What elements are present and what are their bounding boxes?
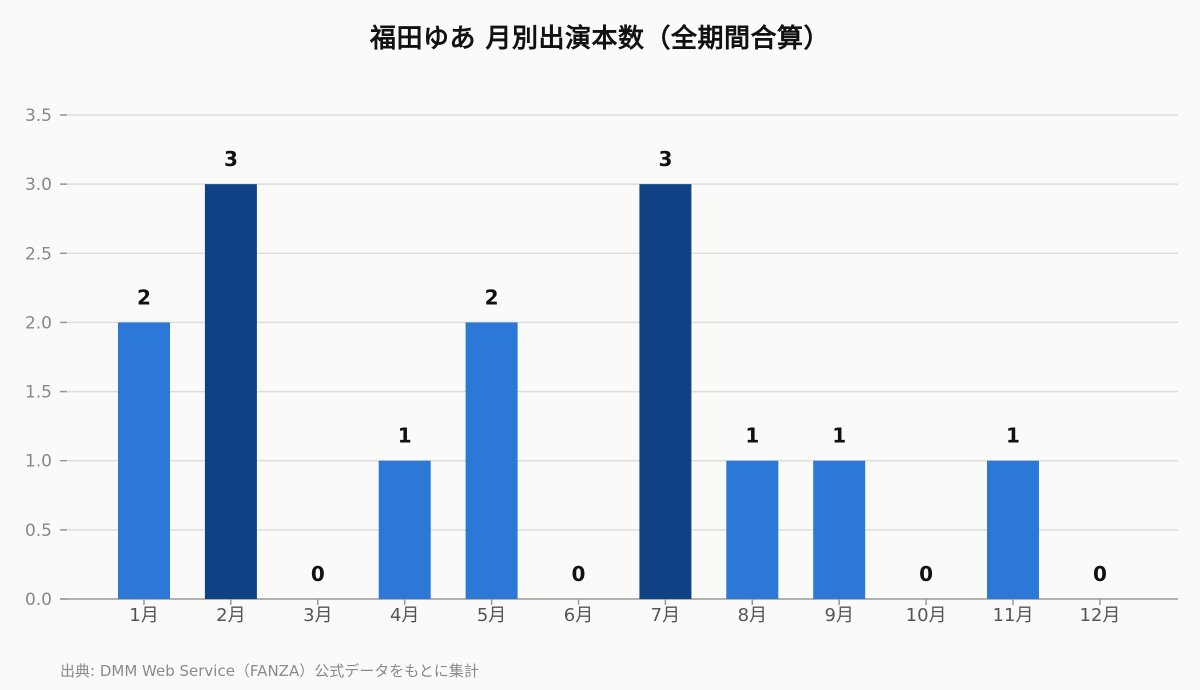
y-tick-label: 2.5	[25, 244, 52, 264]
source-note: 出典: DMM Web Service（FANZA）公式データをもとに集計	[60, 662, 479, 680]
y-axis-ticks: 0.0 0.5 1.0 1.5 2.0 2.5 3.0 3.5	[25, 106, 67, 610]
x-axis-ticks: 1月 2月 3月 4月 5月 6月 7月 8月 9月 10月 11月 12月	[129, 599, 1120, 626]
data-label: 1	[745, 424, 759, 448]
x-tick-label: 5月	[477, 605, 506, 626]
x-tick-label: 12月	[1079, 605, 1120, 626]
y-tick-label: 0.5	[25, 521, 52, 541]
bar	[204, 184, 257, 599]
data-label: 0	[311, 562, 325, 586]
bar	[118, 322, 170, 599]
bar	[378, 460, 431, 599]
x-tick-label: 3月	[303, 605, 332, 626]
x-tick-label: 2月	[216, 605, 245, 626]
chart-title: 福田ゆあ 月別出演本数（全期間合算）	[369, 24, 831, 54]
data-label: 0	[1093, 562, 1107, 586]
data-label: 1	[832, 424, 846, 448]
x-tick-label: 10月	[906, 605, 947, 626]
x-tick-label: 7月	[651, 605, 680, 626]
data-label: 0	[919, 562, 933, 586]
bar	[987, 460, 1039, 599]
data-label: 1	[1006, 424, 1020, 448]
bars	[118, 184, 1039, 599]
bar	[639, 184, 692, 599]
data-labels: 2 3 0 1 2 0 3 1 1 0 1 0	[137, 147, 1107, 586]
y-tick-label: 3.0	[25, 175, 52, 195]
x-tick-label: 9月	[824, 605, 853, 626]
x-tick-label: 8月	[738, 605, 767, 626]
bar	[726, 460, 779, 599]
data-label: 1	[398, 424, 412, 448]
x-tick-label: 6月	[564, 605, 593, 626]
data-label: 0	[572, 562, 586, 586]
data-label: 2	[137, 285, 151, 309]
y-tick-label: 2.0	[25, 313, 52, 333]
x-tick-label: 11月	[993, 605, 1034, 626]
bar	[465, 322, 518, 599]
data-label: 3	[224, 147, 238, 171]
x-tick-label: 1月	[129, 605, 158, 626]
y-tick-label: 3.5	[25, 106, 52, 126]
data-label: 3	[658, 147, 672, 171]
y-tick-label: 1.0	[25, 452, 52, 472]
data-label: 2	[485, 285, 499, 309]
y-tick-label: 1.5	[25, 383, 52, 403]
x-tick-label: 4月	[390, 605, 419, 626]
bar	[813, 460, 866, 599]
y-tick-label: 0.0	[25, 590, 52, 610]
